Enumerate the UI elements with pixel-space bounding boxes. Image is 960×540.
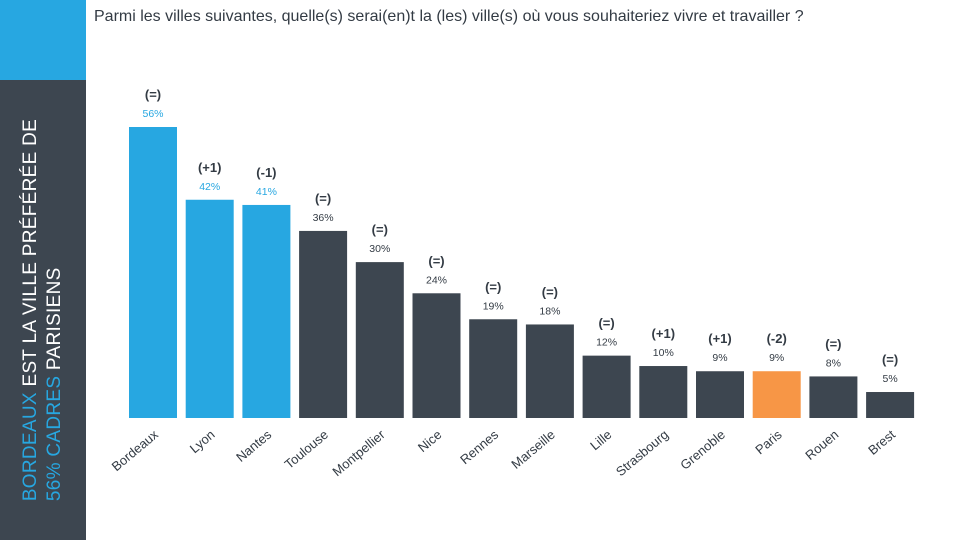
rank-change-label: (=) bbox=[598, 316, 614, 331]
rank-change-label: (-2) bbox=[767, 331, 787, 346]
rank-change-label: (=) bbox=[542, 284, 558, 299]
rank-change-label: (-1) bbox=[256, 165, 276, 180]
data-label: 10% bbox=[653, 347, 674, 359]
data-label: 9% bbox=[712, 352, 727, 364]
bar-lyon bbox=[185, 199, 234, 418]
bar-nantes bbox=[242, 204, 291, 418]
rank-change-label: (=) bbox=[485, 279, 501, 294]
category-label: Lyon bbox=[187, 427, 218, 456]
category-label: Nantes bbox=[233, 426, 275, 464]
bar-rennes bbox=[469, 319, 518, 418]
data-label: 24% bbox=[426, 274, 447, 286]
bar-nice bbox=[412, 293, 461, 418]
category-label: Toulouse bbox=[282, 427, 332, 472]
bar-toulouse bbox=[299, 230, 348, 418]
bar-paris bbox=[752, 371, 801, 418]
data-label: 19% bbox=[483, 300, 504, 312]
category-label: Montpellier bbox=[329, 426, 388, 479]
data-label: 36% bbox=[313, 212, 334, 224]
bar-strasbourg bbox=[639, 366, 688, 418]
bar-grenoble bbox=[696, 371, 744, 418]
bar-lille bbox=[582, 355, 631, 418]
rank-change-label: (+1) bbox=[652, 326, 675, 341]
rank-change-label: (=) bbox=[825, 336, 841, 351]
bar-marseille bbox=[525, 324, 574, 418]
survey-question: Parmi les villes suivantes, quelle(s) se… bbox=[94, 8, 804, 25]
bar-rouen bbox=[809, 376, 858, 418]
rank-change-label: (=) bbox=[145, 87, 161, 102]
category-label: Paris bbox=[752, 426, 785, 457]
data-label: 5% bbox=[883, 373, 898, 385]
bar-bordeaux bbox=[129, 127, 177, 418]
category-label: Bordeaux bbox=[109, 426, 162, 474]
rank-change-label: (+1) bbox=[198, 160, 221, 175]
rank-change-label: (=) bbox=[315, 191, 331, 206]
rank-change-label: (=) bbox=[428, 253, 444, 268]
data-label: 41% bbox=[256, 186, 277, 198]
category-label: Brest bbox=[865, 427, 898, 458]
rank-change-label: (=) bbox=[882, 352, 898, 367]
data-label: 8% bbox=[826, 357, 841, 369]
side-panel bbox=[0, 80, 86, 540]
rank-change-label: (+1) bbox=[708, 331, 731, 346]
data-label: 56% bbox=[142, 108, 163, 120]
category-label: Strasbourg bbox=[613, 427, 671, 479]
category-label: Marseille bbox=[508, 427, 557, 472]
data-label: 42% bbox=[199, 181, 220, 193]
category-label: Grenoble bbox=[677, 427, 728, 473]
category-label: Rouen bbox=[802, 427, 841, 463]
data-label: 12% bbox=[596, 337, 617, 349]
category-label: Lille bbox=[587, 427, 614, 453]
bar-brest bbox=[866, 392, 915, 418]
rank-change-label: (=) bbox=[372, 222, 388, 237]
data-label: 18% bbox=[539, 305, 560, 317]
category-label: Rennes bbox=[457, 426, 501, 467]
data-label: 9% bbox=[769, 352, 784, 364]
bar-montpellier bbox=[355, 262, 404, 418]
category-label: Nice bbox=[415, 427, 445, 455]
data-label: 30% bbox=[369, 243, 390, 255]
accent-block bbox=[0, 0, 86, 80]
